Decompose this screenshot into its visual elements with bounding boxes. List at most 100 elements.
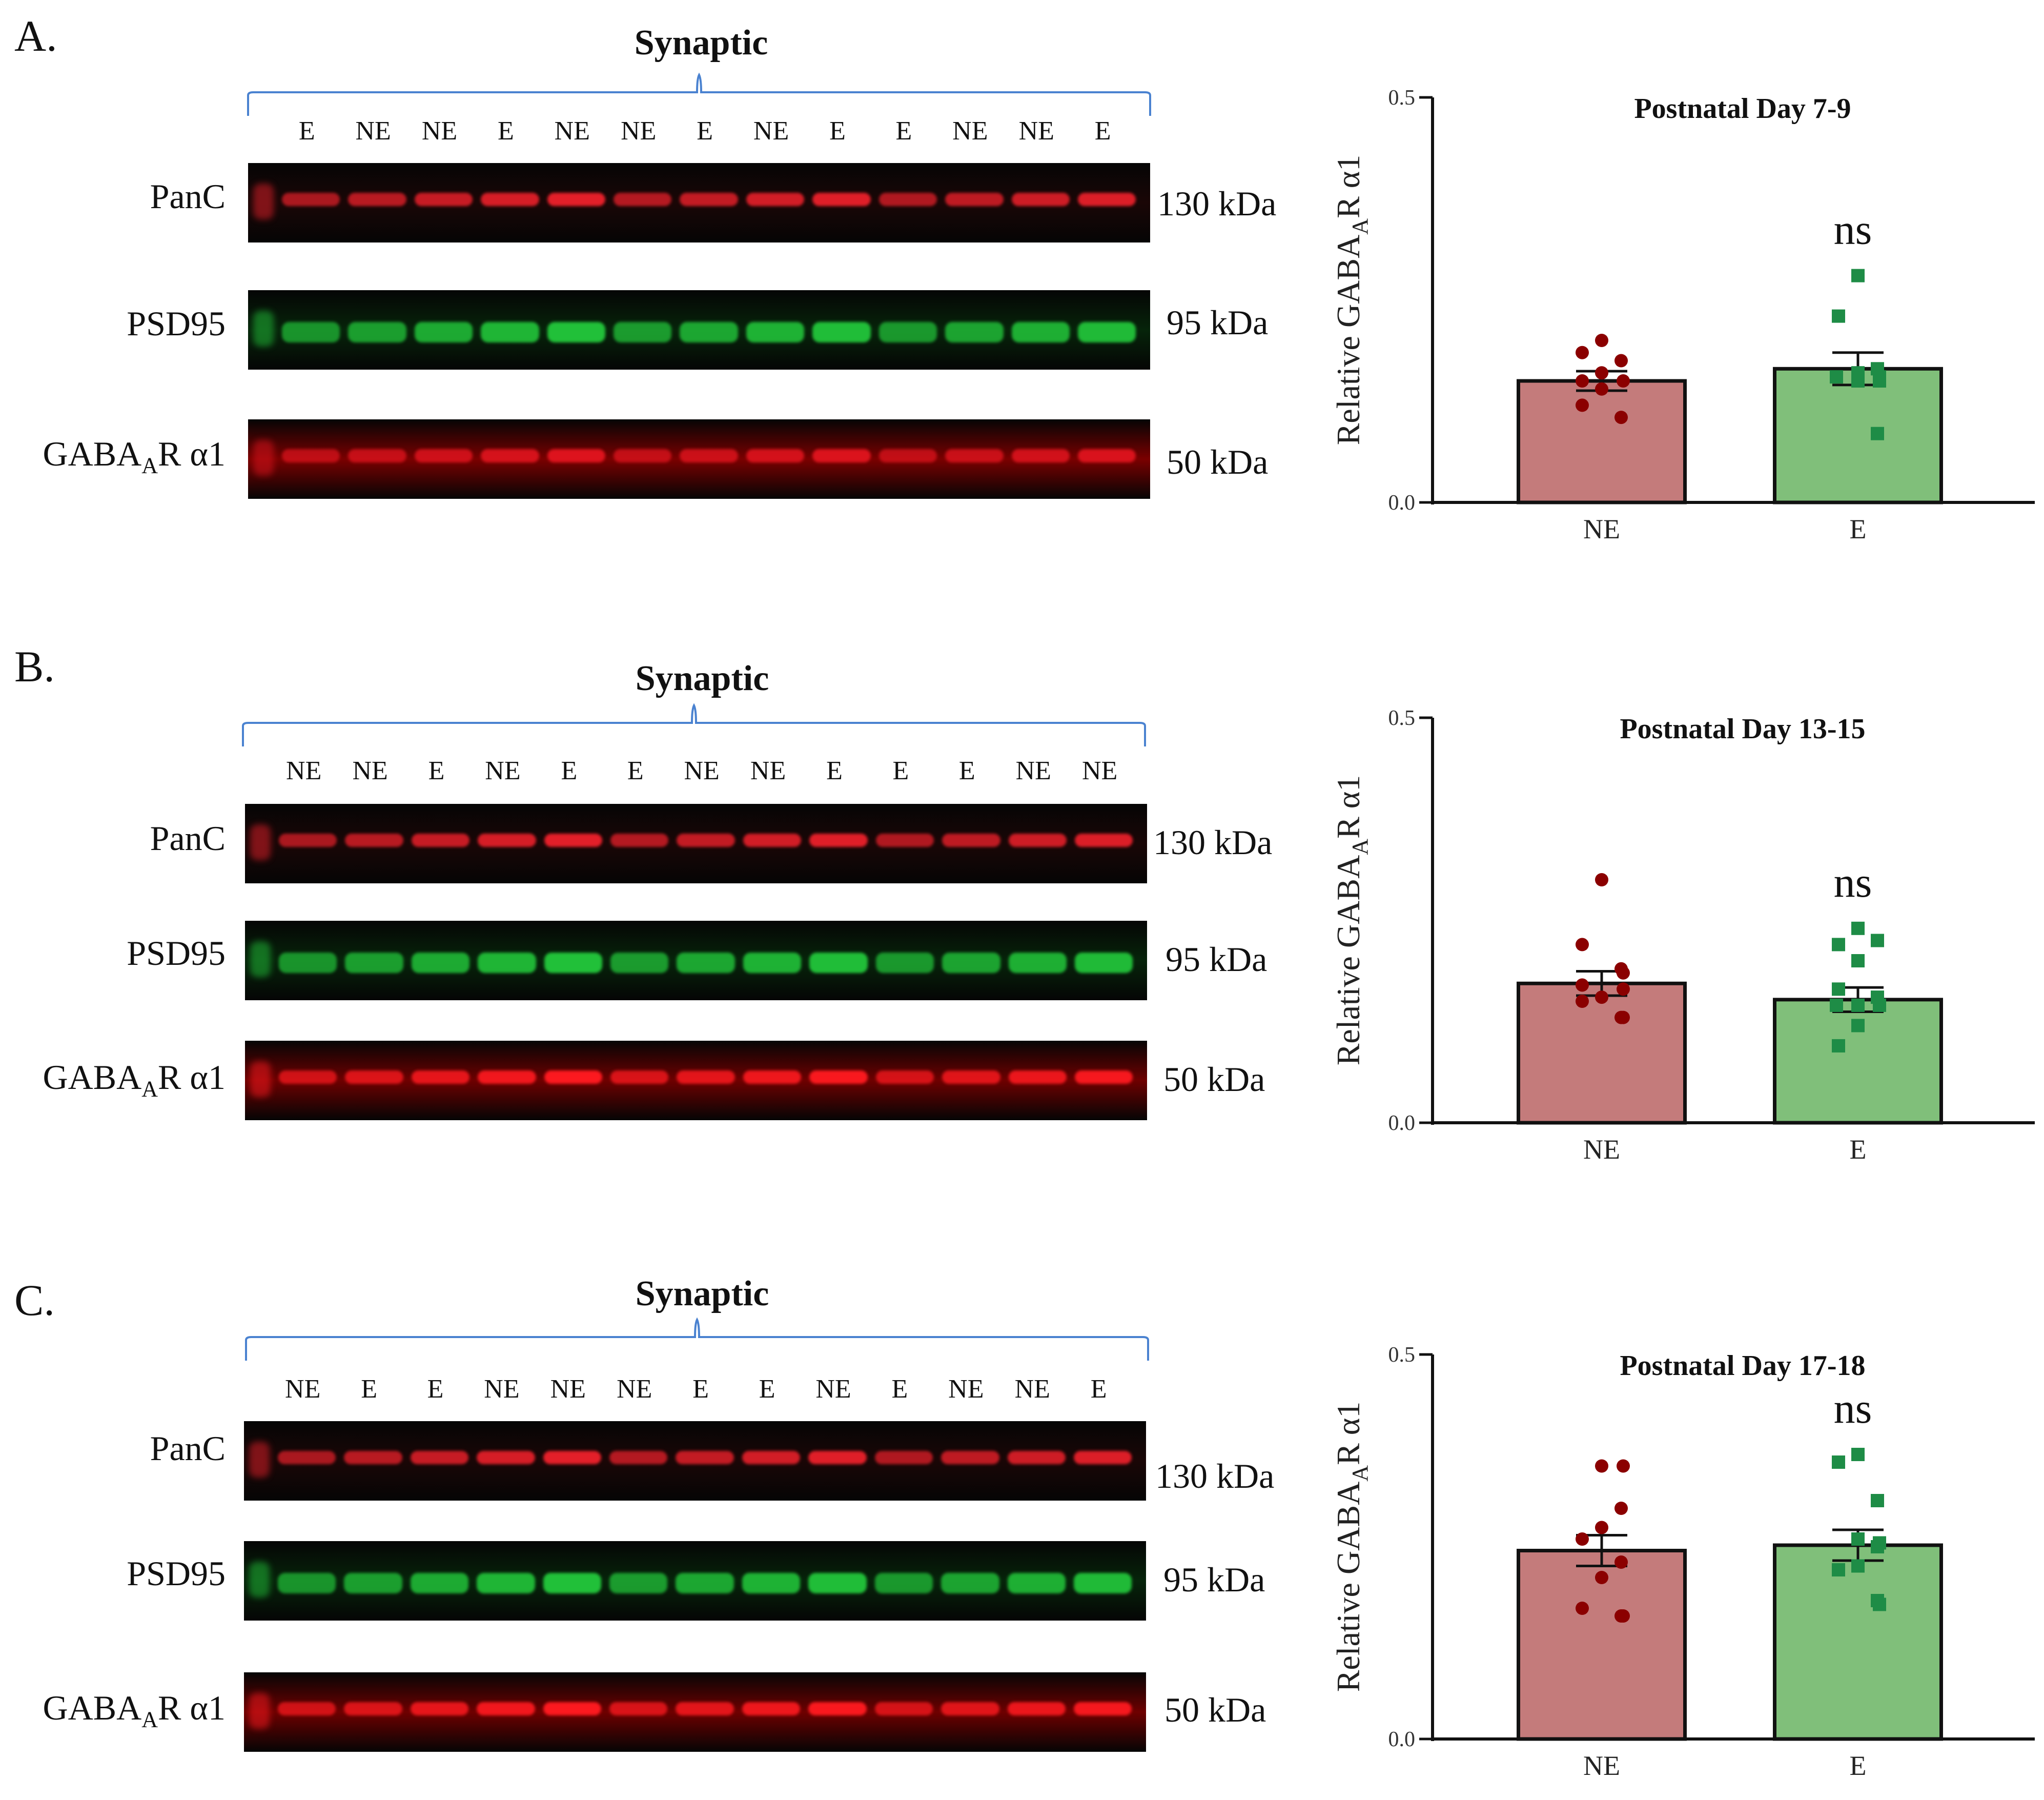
data-point <box>1595 1521 1608 1534</box>
lane-label: E <box>892 756 909 785</box>
blot-band <box>742 1451 801 1464</box>
lane-label: E <box>1094 116 1111 146</box>
significance-label: ns <box>1834 206 1872 254</box>
data-point <box>1595 334 1608 347</box>
data-point <box>1595 382 1608 396</box>
blot-band <box>348 193 406 206</box>
chart-title: Postnatal Day 7-9 <box>1634 93 1851 125</box>
blot-gabaar <box>245 1041 1147 1120</box>
data-point <box>1595 1459 1608 1473</box>
lane-label: NE <box>550 1374 586 1404</box>
lane-label: NE <box>815 1374 851 1404</box>
kda-label: 95 kDa <box>1166 940 1268 979</box>
row-label-psd95: PSD95 <box>127 1554 226 1593</box>
blot-band <box>282 193 340 206</box>
blot-edge <box>249 1693 270 1729</box>
data-point <box>1832 982 1845 996</box>
data-point <box>1832 309 1845 323</box>
blot-psd95 <box>245 921 1147 1000</box>
blot-band <box>742 1573 801 1593</box>
blot-band <box>547 449 606 462</box>
lane-label: E <box>561 756 578 785</box>
blot-band <box>278 1702 336 1715</box>
blot-band <box>680 322 738 342</box>
data-point <box>1871 1540 1884 1553</box>
blot-band <box>942 834 1000 847</box>
blot-title: Synaptic <box>635 659 769 698</box>
blot-band <box>1077 193 1136 206</box>
blot-band <box>1077 449 1136 462</box>
blot-band <box>278 1451 336 1464</box>
blot-band <box>344 1451 402 1464</box>
data-point <box>1873 1597 1886 1611</box>
blot-band <box>481 322 539 342</box>
blot-band <box>1011 449 1070 462</box>
data-point <box>1851 954 1865 967</box>
blot-band <box>544 834 603 847</box>
blot-band <box>808 1451 867 1464</box>
data-point <box>1576 1532 1589 1546</box>
blot-band <box>676 1702 734 1715</box>
bracket <box>245 1317 1149 1361</box>
blot-edge <box>249 1562 270 1597</box>
panel-a: A. Synaptic PanC PSD95 GABAAR α1 130 kDa… <box>0 0 2044 605</box>
bracket <box>242 703 1146 746</box>
significance-label: ns <box>1834 859 1872 906</box>
data-point <box>1617 374 1630 388</box>
lane-label: NE <box>421 116 458 146</box>
blot-band <box>610 953 669 973</box>
blot-band <box>414 322 473 342</box>
y-axis-label: Relative GABAAR α1 <box>1330 775 1373 1066</box>
panel-letter: B. <box>14 642 55 691</box>
data-point <box>1576 398 1589 412</box>
blot-band <box>941 1702 999 1715</box>
data-point <box>1576 346 1589 359</box>
blot-band <box>614 322 672 342</box>
row-label-panc: PanC <box>150 177 226 216</box>
data-point <box>1576 938 1589 952</box>
blot-band <box>279 834 337 847</box>
data-point <box>1851 1019 1865 1033</box>
data-point <box>1851 921 1865 935</box>
bar-ne <box>1517 379 1687 504</box>
chart-title: Postnatal Day 17-18 <box>1620 1350 1865 1382</box>
blot-band <box>1073 1573 1132 1593</box>
data-point <box>1871 427 1884 440</box>
blot-band <box>1007 1451 1066 1464</box>
blot-band <box>945 193 1004 206</box>
blot-band <box>875 1070 934 1084</box>
blot-band <box>809 834 868 847</box>
blot-psd95 <box>248 290 1150 370</box>
blot-band <box>941 1451 999 1464</box>
kda-label: 130 kDa <box>1153 823 1273 862</box>
blot-band <box>614 193 672 206</box>
data-point <box>1873 374 1886 388</box>
blot-band <box>874 1451 933 1464</box>
blot-band <box>411 953 470 973</box>
kda-label: 50 kDa <box>1164 1690 1266 1729</box>
lane-label: E <box>829 116 846 146</box>
data-point <box>1871 1494 1884 1507</box>
blot-band <box>812 322 871 342</box>
blot-band <box>345 1070 403 1084</box>
chart-content: 0.0 0.5 Relative GABAAR α1 Postnatal Day 17… <box>1330 1343 2035 1781</box>
blot-edge <box>253 311 274 347</box>
y-tick-label: 0.0 <box>1388 1728 1416 1751</box>
blot-band <box>279 1070 337 1084</box>
blot-gabaar <box>248 419 1150 499</box>
blot-band <box>945 449 1004 462</box>
blot-band <box>544 953 603 973</box>
lane-label: E <box>627 756 644 785</box>
y-tick-label: 0.5 <box>1388 1343 1416 1367</box>
blot-band <box>478 834 536 847</box>
blot-band <box>942 953 1000 973</box>
blot-band <box>1008 953 1067 973</box>
blot-band <box>609 1573 668 1593</box>
blot-band <box>1074 1070 1133 1084</box>
lane-label: NE <box>352 756 388 785</box>
blot-band <box>410 1451 469 1464</box>
x-tick-label: E <box>1850 1134 1867 1165</box>
blot-band <box>746 449 805 462</box>
bar-chart: 0.0 0.5 Relative GABAAR α1 Postnatal Day 17… <box>1330 1343 2035 1781</box>
row-label-panc: PanC <box>150 1429 226 1468</box>
